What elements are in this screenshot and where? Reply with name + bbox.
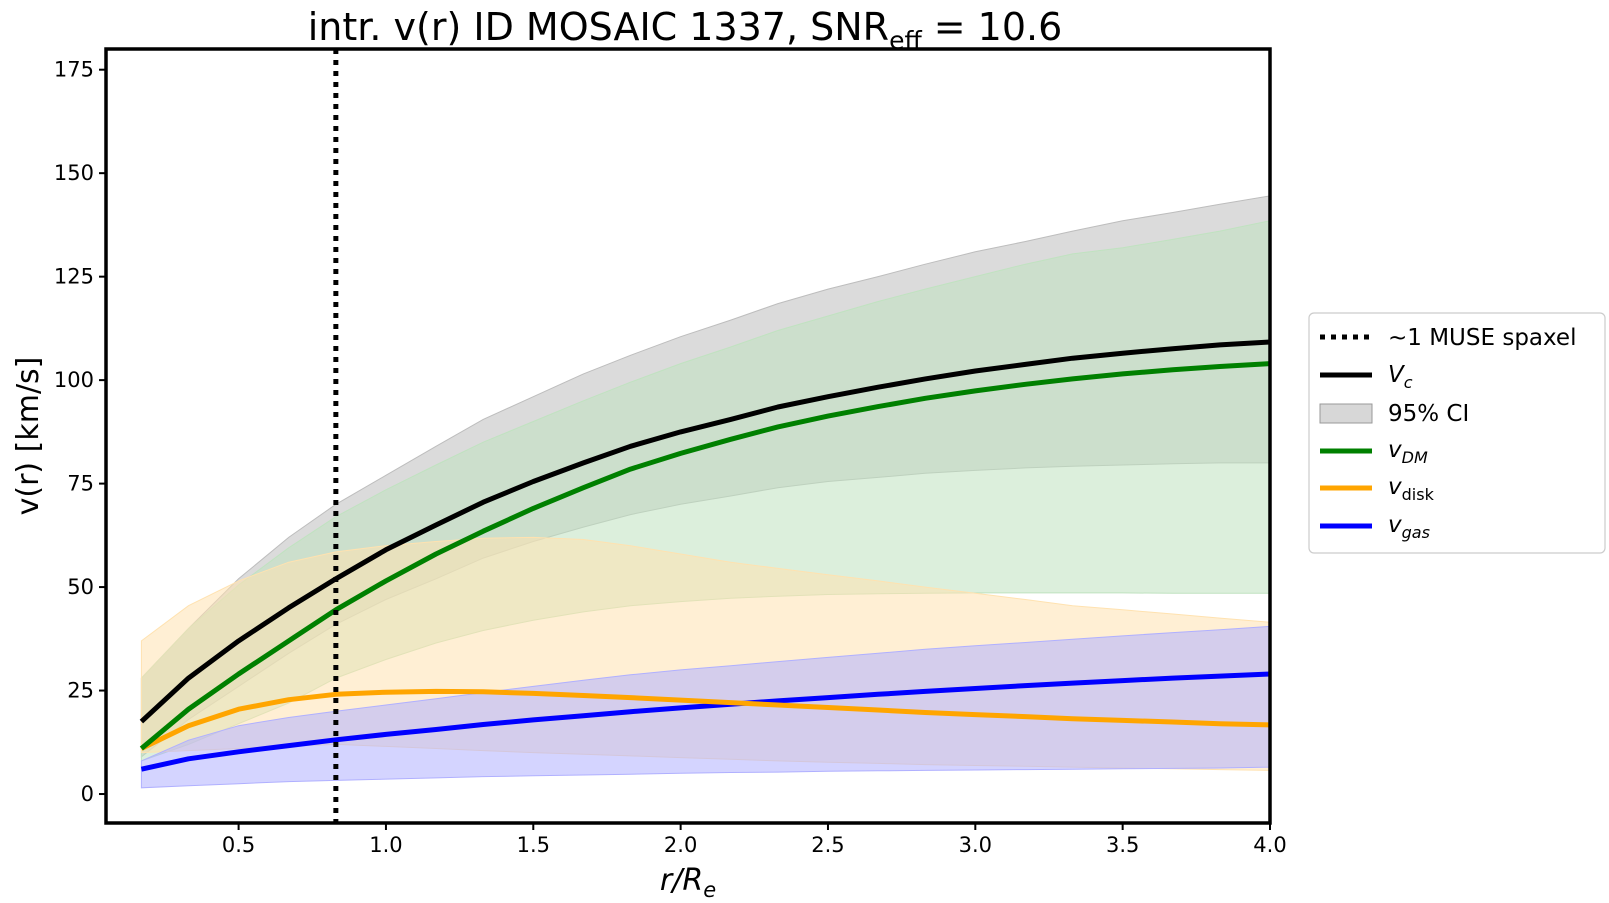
line-vgas xyxy=(140,671,1270,772)
legend-label-vgas: vgas xyxy=(1388,512,1430,542)
legend: ~1 MUSE spaxel Vc 95% CI vDM vdisk vgas xyxy=(1308,312,1606,554)
y-tick-label: 0 xyxy=(81,782,94,806)
x-tick-label: 2.5 xyxy=(811,833,844,857)
series-lines xyxy=(139,339,1270,772)
x-tick-label: 1.0 xyxy=(369,833,402,857)
chart-title: intr. v(r) ID MOSAIC 1337, SNReff = 10.6 xyxy=(308,5,1063,55)
line-vc xyxy=(139,339,1270,724)
y-axis-title: v(r) [km/s] xyxy=(11,357,46,516)
legend-label-ci: 95% CI xyxy=(1388,401,1469,427)
confidence-bands xyxy=(140,195,1270,789)
y-tick-label: 175 xyxy=(54,58,94,82)
y-tick-label: 75 xyxy=(67,472,94,496)
x-tick-label: 0.5 xyxy=(222,833,255,857)
y-tick-label: 25 xyxy=(67,679,94,703)
x-tick-label: 4.0 xyxy=(1253,833,1286,857)
x-tick-label: 1.5 xyxy=(517,833,550,857)
legend-swatch-ci xyxy=(1319,403,1373,424)
y-tick-label: 100 xyxy=(54,368,94,392)
x-tick-label: 2.0 xyxy=(664,833,697,857)
x-axis-title: r/Re xyxy=(660,863,716,902)
x-tick-label: 3.0 xyxy=(959,833,992,857)
legend-label-spaxel: ~1 MUSE spaxel xyxy=(1388,325,1576,351)
legend-label-vdisk: vdisk xyxy=(1388,474,1435,504)
legend-box xyxy=(1308,312,1606,554)
y-tick-label: 150 xyxy=(54,161,94,185)
line-vdisk xyxy=(140,688,1270,751)
legend-label-vdm: vDM xyxy=(1388,437,1428,467)
y-axis: 0 25 50 75 100 125 150 175 xyxy=(54,58,106,806)
line-vdm xyxy=(139,361,1270,751)
y-tick-label: 125 xyxy=(54,265,94,289)
y-tick-label: 50 xyxy=(67,575,94,599)
legend-label-vc: Vc xyxy=(1388,362,1413,392)
x-tick-label: 3.5 xyxy=(1106,833,1139,857)
x-axis: 0.5 1.0 1.5 2.0 2.5 3.0 3.5 4.0 xyxy=(222,823,1287,857)
plot-frame xyxy=(104,47,1272,825)
